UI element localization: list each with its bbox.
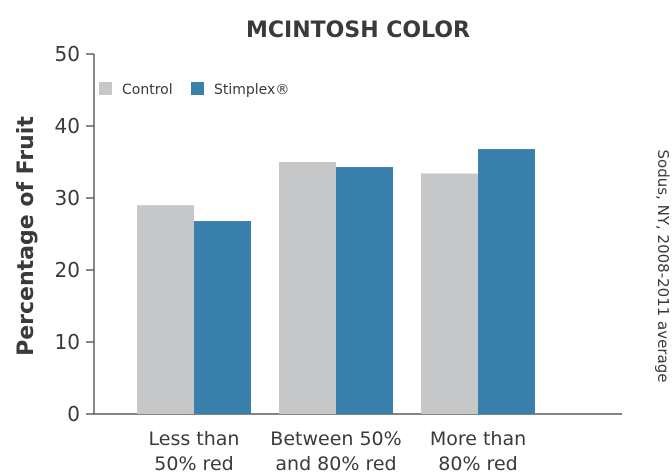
category-labels: Less than 50% red Between 50% and 80% red Mo…: [149, 428, 527, 474]
y-axis-label: Percentage of Fruit: [14, 116, 39, 356]
bar-control-1: [137, 205, 194, 414]
legend-swatch-stimplex: [191, 82, 204, 95]
category-label: and 80% red: [275, 453, 396, 474]
bar-stimplex-2: [336, 167, 393, 414]
category-label: Between 50%: [270, 428, 401, 450]
legend: Control Stimplex®: [99, 82, 289, 98]
side-note: Sodus, NY, 2008-2011 average: [654, 150, 672, 383]
y-tick-label: 0: [67, 402, 80, 426]
chart-title: MCINTOSH COLOR: [246, 18, 470, 43]
category-label: More than: [430, 428, 526, 450]
y-tick-label: 10: [55, 330, 80, 354]
legend-label-control: Control: [122, 82, 173, 98]
y-tick-label: 50: [55, 42, 80, 66]
category-label: 50% red: [154, 453, 233, 474]
y-ticks: 0 10 20 30 40 50: [55, 42, 94, 426]
y-tick-label: 20: [55, 258, 80, 282]
category-label: Less than: [149, 428, 240, 450]
bar-control-3: [421, 173, 478, 414]
bar-stimplex-3: [478, 149, 535, 415]
category-label: 80% red: [438, 453, 517, 474]
bar-control-2: [279, 162, 336, 414]
bars: [137, 149, 535, 415]
y-tick-label: 40: [55, 114, 80, 138]
y-tick-label: 30: [55, 186, 80, 210]
legend-swatch-control: [99, 82, 112, 95]
legend-label-stimplex: Stimplex®: [214, 82, 289, 98]
bar-stimplex-1: [194, 221, 251, 414]
